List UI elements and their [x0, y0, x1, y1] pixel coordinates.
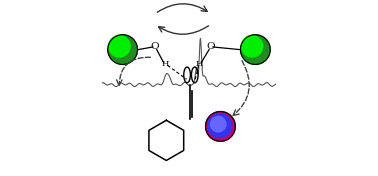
- Text: H: H: [162, 60, 169, 68]
- Circle shape: [108, 35, 138, 64]
- Text: O: O: [206, 42, 215, 51]
- Circle shape: [211, 117, 226, 132]
- Circle shape: [240, 35, 270, 64]
- Text: O: O: [151, 42, 159, 51]
- Text: H: H: [196, 60, 203, 68]
- Circle shape: [242, 36, 263, 57]
- Circle shape: [206, 112, 235, 141]
- Circle shape: [208, 114, 232, 138]
- Circle shape: [109, 36, 130, 57]
